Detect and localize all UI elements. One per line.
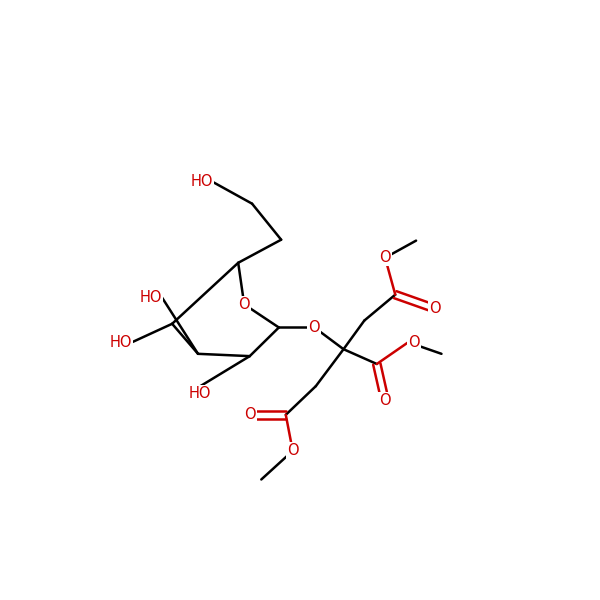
Text: HO: HO xyxy=(189,386,212,401)
Text: O: O xyxy=(408,335,420,350)
Text: O: O xyxy=(429,301,440,316)
Text: O: O xyxy=(238,297,250,312)
Text: HO: HO xyxy=(190,175,213,190)
Text: O: O xyxy=(244,407,256,422)
Text: HO: HO xyxy=(139,290,162,305)
Text: HO: HO xyxy=(109,335,132,350)
Text: O: O xyxy=(379,250,391,265)
Text: O: O xyxy=(287,443,299,458)
Text: O: O xyxy=(308,320,320,335)
Text: O: O xyxy=(379,394,391,409)
